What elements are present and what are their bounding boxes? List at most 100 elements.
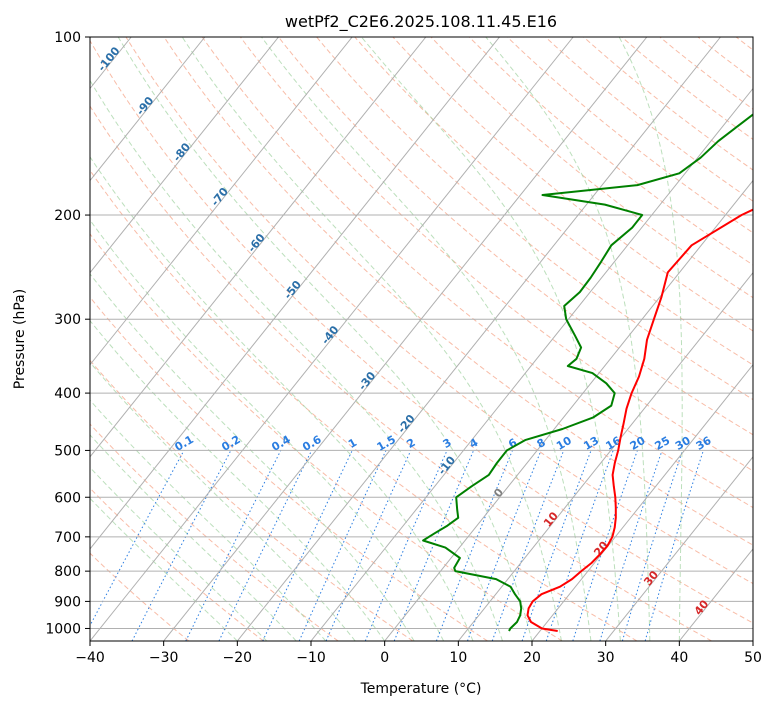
- dry-adiabat: [659, 37, 753, 110]
- plot-frame: [89, 36, 754, 642]
- isotherm: [90, 37, 206, 182]
- isotherm: [90, 37, 427, 458]
- chart-title: wetPf2_C2E6.2025.108.11.45.E16: [285, 12, 557, 32]
- isotherm: [384, 179, 753, 641]
- dry-adiabat: [354, 37, 753, 366]
- moist-adiabat: [361, 37, 621, 641]
- isotherm-label: 10: [541, 509, 561, 529]
- moist-adiabat: [90, 273, 415, 641]
- x-tick-label: 10: [449, 650, 467, 666]
- x-tick-label: 50: [744, 650, 762, 666]
- moist-adiabat: [261, 37, 592, 641]
- y-tick-label: 900: [54, 594, 81, 610]
- isotherm-label: -30: [356, 369, 379, 393]
- isotherm-label: -20: [395, 412, 418, 436]
- x-tick-label: −40: [75, 650, 105, 666]
- moist-adiabat: [618, 37, 683, 641]
- dry-adiabat: [392, 37, 753, 332]
- isotherm: [605, 456, 753, 641]
- dry-adiabat: [125, 37, 753, 585]
- y-tick-label: 200: [54, 208, 81, 224]
- dry-adiabat: [90, 423, 339, 641]
- isotherm: [236, 37, 721, 641]
- mixing-ratio-line: [491, 450, 565, 641]
- y-tick-label: 300: [54, 312, 81, 328]
- isotherm: [752, 640, 753, 641]
- isotherm: [310, 87, 753, 641]
- moist-adiabat: [90, 79, 503, 641]
- mixing-ratio-line: [521, 450, 592, 641]
- background-line-labels: 0.1 0.2 0.4 0.6 1 1.5 2 3 4 6 8 10 13 16 20 25 30 36-100-…: [95, 44, 714, 617]
- dry-adiabat: [90, 105, 712, 641]
- mixing-ratio-line: [298, 450, 387, 641]
- dry-adiabat: [239, 37, 753, 472]
- x-axis-ticks: −40 −30 −20 −10 0 10 20 30 40 50: [75, 641, 762, 666]
- y-tick-label: 400: [54, 386, 81, 402]
- dry-adiabat: [90, 39, 753, 624]
- dry-adiabat: [316, 37, 753, 401]
- mixing-ratio-line: [325, 450, 412, 641]
- mixing-ratio-line: [621, 450, 684, 641]
- dry-adiabat: [583, 37, 753, 171]
- isotherm: [90, 37, 500, 550]
- y-tick-label: 500: [54, 443, 81, 459]
- isotherm-label: -40: [319, 323, 342, 347]
- mixing-ratio-label: 8: [535, 436, 548, 451]
- mixing-ratio-line: [393, 450, 475, 641]
- mixing-ratio-line: [467, 450, 542, 641]
- y-tick-label: 100: [54, 30, 81, 46]
- x-tick-label: 40: [670, 650, 688, 666]
- y-tick-label: 700: [54, 530, 81, 546]
- moist-adiabat: [90, 399, 327, 641]
- mixing-ratio-line: [185, 450, 282, 641]
- profile-lines: [422, 113, 753, 632]
- x-tick-label: −30: [149, 650, 179, 666]
- y-axis-label: Pressure (hPa): [12, 289, 28, 389]
- isotherm: [90, 37, 279, 274]
- moist-adiabat: [485, 37, 651, 641]
- x-tick-label: 0: [380, 650, 389, 666]
- isotherm-label: -70: [208, 185, 231, 209]
- dry-adiabat: [163, 37, 753, 546]
- y-tick-label: 800: [54, 564, 81, 580]
- mixing-ratio-line: [599, 450, 663, 641]
- isotherm-label: 0: [491, 486, 506, 500]
- isotherm: [0, 37, 58, 641]
- x-tick-label: −10: [296, 650, 326, 666]
- moist-adiabat: [90, 219, 445, 641]
- dry-adiabat: [278, 37, 753, 436]
- isotherm: [163, 37, 648, 641]
- moist-adiabat: [90, 434, 297, 641]
- moist-adiabat: [90, 466, 268, 641]
- mixing-ratio-line: [435, 450, 513, 641]
- y-tick-label: 600: [54, 490, 81, 506]
- isotherm-label: -50: [281, 278, 304, 302]
- moist-adiabat: [90, 497, 238, 641]
- profile-line: [422, 113, 753, 632]
- dry-adiabat: [545, 37, 753, 202]
- isotherm: [90, 37, 574, 641]
- x-axis-label: Temperature (°C): [360, 681, 482, 697]
- dry-adiabat: [735, 37, 753, 51]
- mixing-ratio-line: [218, 450, 313, 641]
- mixing-ratio-line: [572, 450, 638, 641]
- y-tick-label: 1000: [45, 621, 81, 637]
- mixing-ratio-line: [545, 450, 614, 641]
- isotherm: [457, 271, 753, 641]
- mixing-ratio-label: 2: [404, 436, 417, 451]
- x-tick-label: 30: [597, 650, 615, 666]
- dry-adiabat: [90, 359, 414, 641]
- moist-adiabat: [90, 319, 386, 641]
- isotherm: [531, 363, 753, 641]
- dry-adiabat: [90, 233, 563, 641]
- mixing-ratio-line: [90, 450, 185, 627]
- mixing-ratio-line: [262, 450, 353, 641]
- profile-line: [526, 208, 753, 632]
- dry-adiabat: [201, 37, 753, 509]
- dry-adiabat: [468, 37, 753, 266]
- moist-adiabat: [90, 156, 474, 641]
- moist-adiabat: [181, 37, 562, 641]
- x-tick-label: 20: [523, 650, 541, 666]
- isotherm-label: -10: [436, 454, 459, 478]
